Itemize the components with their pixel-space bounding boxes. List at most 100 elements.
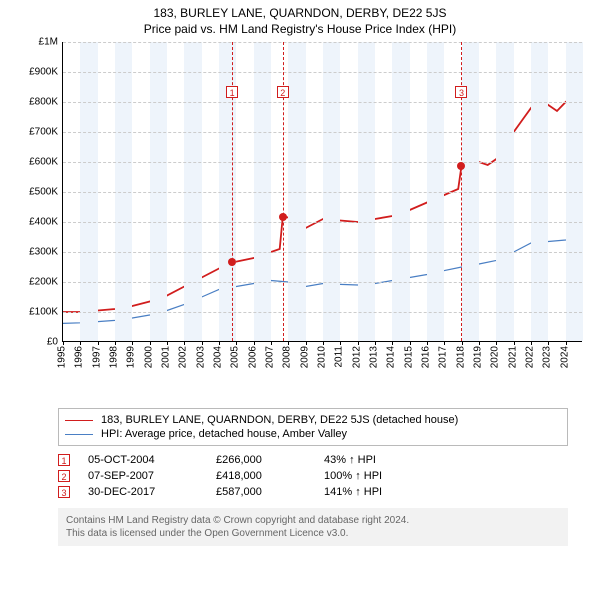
y-axis-label: £900K bbox=[22, 67, 58, 78]
y-axis-label: £1M bbox=[22, 37, 58, 48]
x-axis-label: 2021 bbox=[507, 346, 518, 368]
x-tick bbox=[444, 341, 445, 345]
sales-row-price: £587,000 bbox=[216, 486, 306, 498]
legend-label: HPI: Average price, detached house, Ambe… bbox=[101, 428, 347, 440]
x-tick bbox=[566, 341, 567, 345]
y-gridline bbox=[63, 192, 582, 193]
x-axis-label: 1999 bbox=[126, 346, 137, 368]
legend-item: 183, BURLEY LANE, QUARNDON, DERBY, DE22 … bbox=[65, 413, 561, 427]
x-tick bbox=[479, 341, 480, 345]
y-gridline bbox=[63, 72, 582, 73]
x-axis-label: 2013 bbox=[369, 346, 380, 368]
x-axis-label: 1996 bbox=[74, 346, 85, 368]
x-tick bbox=[219, 341, 220, 345]
x-axis-label: 2014 bbox=[386, 346, 397, 368]
y-axis-label: £700K bbox=[22, 127, 58, 138]
x-tick bbox=[98, 341, 99, 345]
x-axis-label: 2009 bbox=[299, 346, 310, 368]
x-tick bbox=[375, 341, 376, 345]
sales-row-date: 07-SEP-2007 bbox=[88, 470, 198, 482]
y-axis-label: £800K bbox=[22, 97, 58, 108]
x-tick bbox=[496, 341, 497, 345]
x-tick bbox=[392, 341, 393, 345]
x-axis-label: 1995 bbox=[57, 346, 68, 368]
y-axis-label: £300K bbox=[22, 247, 58, 258]
x-axis-label: 2011 bbox=[334, 346, 345, 368]
sales-row-pct: 100% ↑ HPI bbox=[324, 470, 434, 482]
y-axis-label: £600K bbox=[22, 157, 58, 168]
sales-row-price: £418,000 bbox=[216, 470, 306, 482]
sale-marker-box: 1 bbox=[226, 86, 238, 98]
y-axis-label: £0 bbox=[22, 337, 58, 348]
x-tick bbox=[63, 341, 64, 345]
y-gridline bbox=[63, 42, 582, 43]
plot-region: 1 2 3 bbox=[62, 42, 582, 342]
x-axis-label: 2007 bbox=[265, 346, 276, 368]
x-axis-label: 2003 bbox=[195, 346, 206, 368]
x-tick bbox=[514, 341, 515, 345]
x-tick bbox=[288, 341, 289, 345]
legend-swatch bbox=[65, 420, 93, 421]
sales-row-price: £266,000 bbox=[216, 454, 306, 466]
x-axis-label: 2006 bbox=[247, 346, 258, 368]
x-tick bbox=[150, 341, 151, 345]
title-address: 183, BURLEY LANE, QUARNDON, DERBY, DE22 … bbox=[12, 6, 588, 20]
legend-label: 183, BURLEY LANE, QUARNDON, DERBY, DE22 … bbox=[101, 414, 458, 426]
x-axis-label: 2004 bbox=[213, 346, 224, 368]
y-gridline bbox=[63, 282, 582, 283]
attribution-line-2: This data is licensed under the Open Gov… bbox=[66, 527, 560, 540]
x-tick bbox=[531, 341, 532, 345]
sales-row-pct: 43% ↑ HPI bbox=[324, 454, 434, 466]
y-gridline bbox=[63, 222, 582, 223]
x-axis-label: 2018 bbox=[455, 346, 466, 368]
x-axis-label: 2024 bbox=[559, 346, 570, 368]
y-gridline bbox=[63, 252, 582, 253]
x-tick bbox=[340, 341, 341, 345]
attribution-line-1: Contains HM Land Registry data © Crown c… bbox=[66, 514, 560, 527]
y-gridline bbox=[63, 132, 582, 133]
y-gridline bbox=[63, 102, 582, 103]
x-axis-label: 2015 bbox=[403, 346, 414, 368]
sale-marker-box: 2 bbox=[277, 86, 289, 98]
x-tick bbox=[202, 341, 203, 345]
x-tick bbox=[254, 341, 255, 345]
x-tick bbox=[167, 341, 168, 345]
legend-item: HPI: Average price, detached house, Ambe… bbox=[65, 427, 561, 441]
legend: 183, BURLEY LANE, QUARNDON, DERBY, DE22 … bbox=[58, 408, 568, 446]
title-subtitle: Price paid vs. HM Land Registry's House … bbox=[12, 22, 588, 36]
sales-row: 207-SEP-2007£418,000100% ↑ HPI bbox=[58, 468, 568, 484]
sale-marker-dot bbox=[279, 213, 287, 221]
x-axis-label: 2016 bbox=[421, 346, 432, 368]
x-tick bbox=[410, 341, 411, 345]
x-axis-label: 1998 bbox=[109, 346, 120, 368]
sales-row-number: 3 bbox=[58, 486, 70, 498]
title-block: 183, BURLEY LANE, QUARNDON, DERBY, DE22 … bbox=[12, 6, 588, 36]
x-tick bbox=[306, 341, 307, 345]
x-axis-label: 2023 bbox=[542, 346, 553, 368]
legend-swatch bbox=[65, 434, 93, 435]
y-axis-label: £200K bbox=[22, 277, 58, 288]
x-axis-label: 2019 bbox=[473, 346, 484, 368]
sales-row: 3 30-DEC-2017 £587,000 141% ↑ HPI bbox=[58, 484, 568, 500]
sale-marker-box: 3 bbox=[455, 86, 467, 98]
attribution-footer: Contains HM Land Registry data © Crown c… bbox=[58, 508, 568, 546]
y-axis-label: £500K bbox=[22, 187, 58, 198]
x-axis-label: 2008 bbox=[282, 346, 293, 368]
sales-row-pct: 141% ↑ HPI bbox=[324, 486, 434, 498]
x-axis-label: 2002 bbox=[178, 346, 189, 368]
sales-row-date: 05-OCT-2004 bbox=[88, 454, 198, 466]
x-axis-label: 2010 bbox=[317, 346, 328, 368]
x-tick bbox=[548, 341, 549, 345]
x-tick bbox=[462, 341, 463, 345]
x-axis-label: 2012 bbox=[351, 346, 362, 368]
x-tick bbox=[236, 341, 237, 345]
sales-row-number: 1 bbox=[58, 454, 70, 466]
x-tick bbox=[271, 341, 272, 345]
chart-area: 123 £0£100K£200K£300K£400K£500K£600K£700… bbox=[22, 42, 582, 372]
x-axis-label: 2000 bbox=[143, 346, 154, 368]
x-axis-label: 2001 bbox=[161, 346, 172, 368]
x-tick bbox=[323, 341, 324, 345]
sales-row-date: 30-DEC-2017 bbox=[88, 486, 198, 498]
x-tick bbox=[358, 341, 359, 345]
chart-container: 183, BURLEY LANE, QUARNDON, DERBY, DE22 … bbox=[0, 0, 600, 590]
